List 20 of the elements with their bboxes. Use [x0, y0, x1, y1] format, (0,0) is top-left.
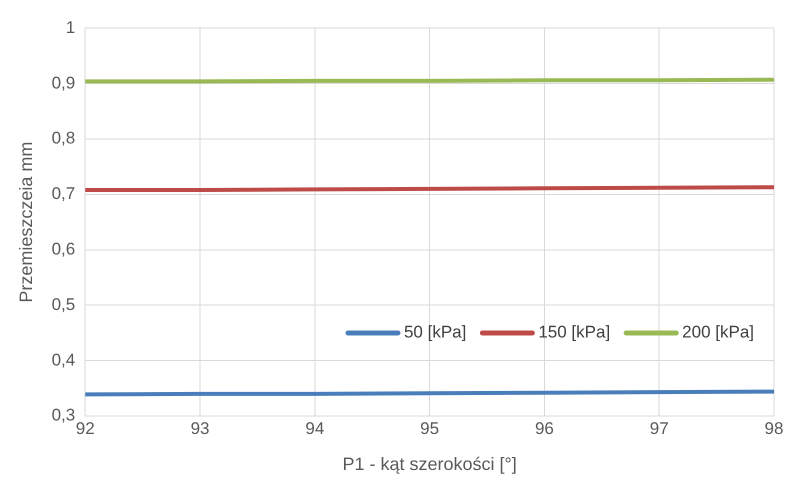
legend-label: 50 [kPa] [404, 322, 466, 342]
y-tick-label: 0,7 [52, 184, 76, 204]
legend-label: 200 [kPa] [682, 322, 754, 342]
x-tick-label: 98 [764, 418, 784, 438]
x-tick-label: 92 [76, 418, 95, 438]
y-tick-label: 0,3 [52, 406, 76, 425]
x-tick-label: 95 [420, 418, 440, 438]
y-axis-title: Przemieszczeia mm [16, 142, 36, 303]
x-tick-label: 96 [534, 418, 554, 438]
x-tick-label: 94 [305, 418, 324, 438]
y-tick-label: 1 [66, 18, 76, 37]
y-tick-label: 0,4 [52, 350, 76, 370]
y-tick-label: 0,5 [52, 294, 76, 314]
x-axis-title: P1 - kąt szerokości [°] [342, 454, 517, 474]
y-tick-label: 0,6 [52, 239, 76, 258]
x-tick-label: 93 [190, 418, 210, 438]
y-tick-label: 0,8 [52, 128, 76, 148]
y-tick-label: 0,9 [52, 73, 76, 92]
legend-label: 150 [kPa] [538, 322, 610, 342]
x-tick-label: 97 [650, 418, 669, 438]
